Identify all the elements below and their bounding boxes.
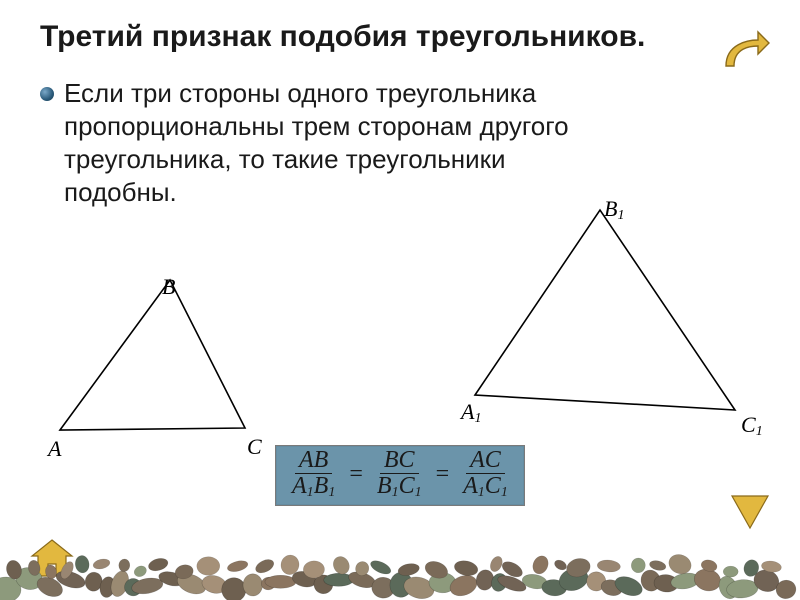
vertex-label: C1 [741, 412, 763, 440]
vertex-label: A [48, 436, 61, 462]
vertex-label: A1 [461, 399, 481, 427]
vertex-label: B1 [604, 196, 624, 224]
vertex-label: C [247, 434, 262, 460]
slide-title: Третий признак подобия треугольников. [40, 20, 760, 55]
slide-body: Если три стороны одного треугольника про… [64, 77, 624, 210]
next-icon[interactable] [730, 494, 770, 530]
back-icon[interactable] [714, 26, 770, 76]
vertex-label: B [162, 274, 175, 300]
pebble-border [0, 554, 800, 600]
bullet-icon [40, 87, 54, 101]
proportion-formula: ABA1B1=BCB1C1=ACA1C1 [275, 445, 525, 506]
